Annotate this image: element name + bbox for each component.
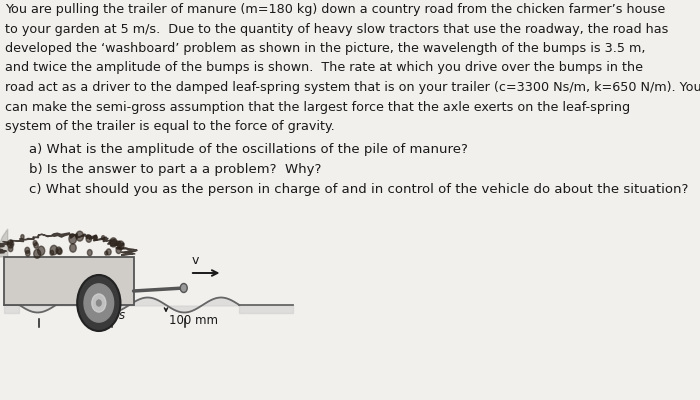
- Polygon shape: [0, 233, 137, 255]
- Circle shape: [21, 235, 24, 239]
- Circle shape: [34, 249, 41, 258]
- Circle shape: [8, 246, 13, 252]
- Circle shape: [92, 294, 106, 312]
- Circle shape: [69, 234, 76, 244]
- Circle shape: [33, 240, 37, 246]
- Circle shape: [38, 246, 45, 256]
- Polygon shape: [4, 305, 20, 313]
- Circle shape: [181, 284, 187, 292]
- Circle shape: [88, 250, 92, 256]
- Text: c) What should you as the person in charge of and in control of the vehicle do a: c) What should you as the person in char…: [29, 182, 689, 196]
- Text: 100 mm: 100 mm: [169, 314, 218, 326]
- Circle shape: [97, 300, 101, 306]
- Text: a) What is the amplitude of the oscillations of the pile of manure?: a) What is the amplitude of the oscillat…: [29, 144, 468, 156]
- Text: s: s: [119, 309, 125, 322]
- Circle shape: [50, 250, 54, 255]
- Text: system of the trailer is equal to the force of gravity.: system of the trailer is equal to the fo…: [6, 120, 335, 133]
- Text: You are pulling the trailer of manure (m=180 kg) down a country road from the ch: You are pulling the trailer of manure (m…: [6, 3, 666, 16]
- Text: developed the ‘washboard’ problem as shown in the picture, the wavelength of the: developed the ‘washboard’ problem as sho…: [6, 42, 646, 55]
- Circle shape: [77, 275, 120, 331]
- Text: v: v: [192, 254, 199, 267]
- Circle shape: [110, 238, 117, 247]
- Circle shape: [102, 236, 105, 240]
- Circle shape: [106, 249, 111, 255]
- Circle shape: [70, 244, 76, 252]
- Circle shape: [94, 236, 97, 240]
- Bar: [4, 257, 134, 305]
- Circle shape: [116, 247, 121, 254]
- Text: to your garden at 5 m/s.  Due to the quantity of heavy slow tractors that use th: to your garden at 5 m/s. Due to the quan…: [6, 22, 668, 36]
- Circle shape: [34, 243, 38, 248]
- Text: b) Is the answer to part a a problem?  Why?: b) Is the answer to part a a problem? Wh…: [29, 163, 322, 176]
- Circle shape: [105, 251, 108, 255]
- Polygon shape: [239, 305, 293, 313]
- Circle shape: [57, 248, 62, 254]
- Text: and twice the amplitude of the bumps is shown.  The rate at which you drive over: and twice the amplitude of the bumps is …: [6, 62, 643, 74]
- Circle shape: [50, 245, 57, 255]
- Circle shape: [25, 247, 29, 254]
- Circle shape: [8, 240, 14, 248]
- Polygon shape: [20, 298, 239, 312]
- Circle shape: [56, 247, 62, 254]
- Circle shape: [26, 250, 30, 256]
- Circle shape: [84, 284, 113, 322]
- Circle shape: [118, 241, 124, 250]
- Circle shape: [86, 235, 92, 242]
- Text: can make the semi-gross assumption that the largest force that the axle exerts o: can make the semi-gross assumption that …: [6, 100, 631, 114]
- Text: road act as a driver to the damped leaf-spring system that is on your trailer (c: road act as a driver to the damped leaf-…: [6, 81, 700, 94]
- Polygon shape: [0, 229, 8, 257]
- Circle shape: [76, 231, 83, 241]
